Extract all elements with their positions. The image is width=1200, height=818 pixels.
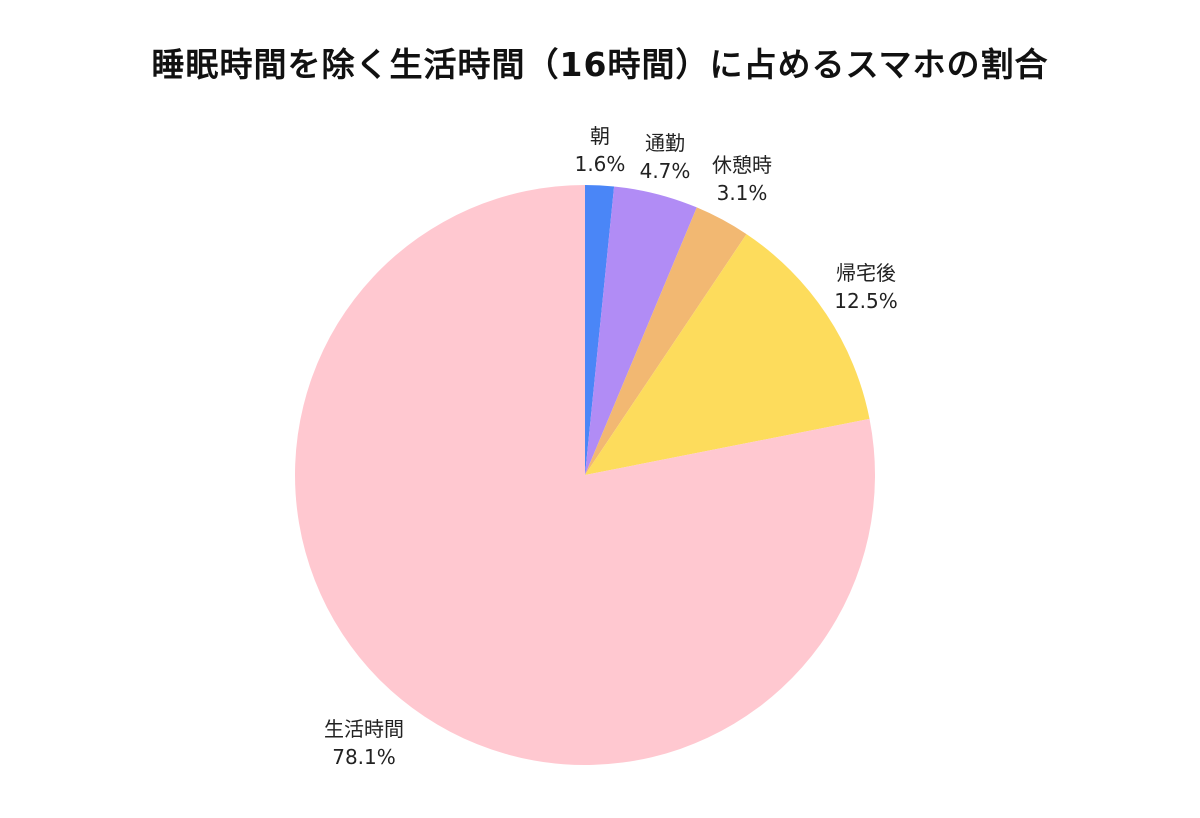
slice-label-name-5: 生活時間: [324, 717, 404, 741]
slice-label-name-1: 朝: [590, 124, 610, 148]
slice-label-value-5: 78.1%: [332, 745, 396, 769]
slice-label-name-2: 通勤: [645, 131, 685, 155]
slice-label-value-4: 12.5%: [834, 289, 898, 313]
pie-slice-3: [585, 207, 747, 476]
pie-slice-5: [295, 185, 876, 766]
slice-label-value-2: 4.7%: [640, 159, 691, 183]
pie-labels: 朝 1.6% 通勤 4.7% 休憩時 3.1% 帰宅後 12.5% 生活時間 78.1%: [324, 124, 898, 769]
slice-label-name-4: 帰宅後: [836, 261, 896, 285]
pie-slice-2: [585, 186, 697, 475]
pie-slice-4: [585, 234, 870, 475]
chart-title: 睡眠時間を除く生活時間（16時間）に占めるスマホの割合: [151, 45, 1049, 84]
pie-slice-1: [585, 185, 615, 475]
slice-label-name-3: 休憩時: [712, 153, 772, 177]
slice-label-value-1: 1.6%: [575, 152, 626, 176]
pie-slices: [295, 185, 876, 766]
slice-label-value-3: 3.1%: [717, 181, 768, 205]
